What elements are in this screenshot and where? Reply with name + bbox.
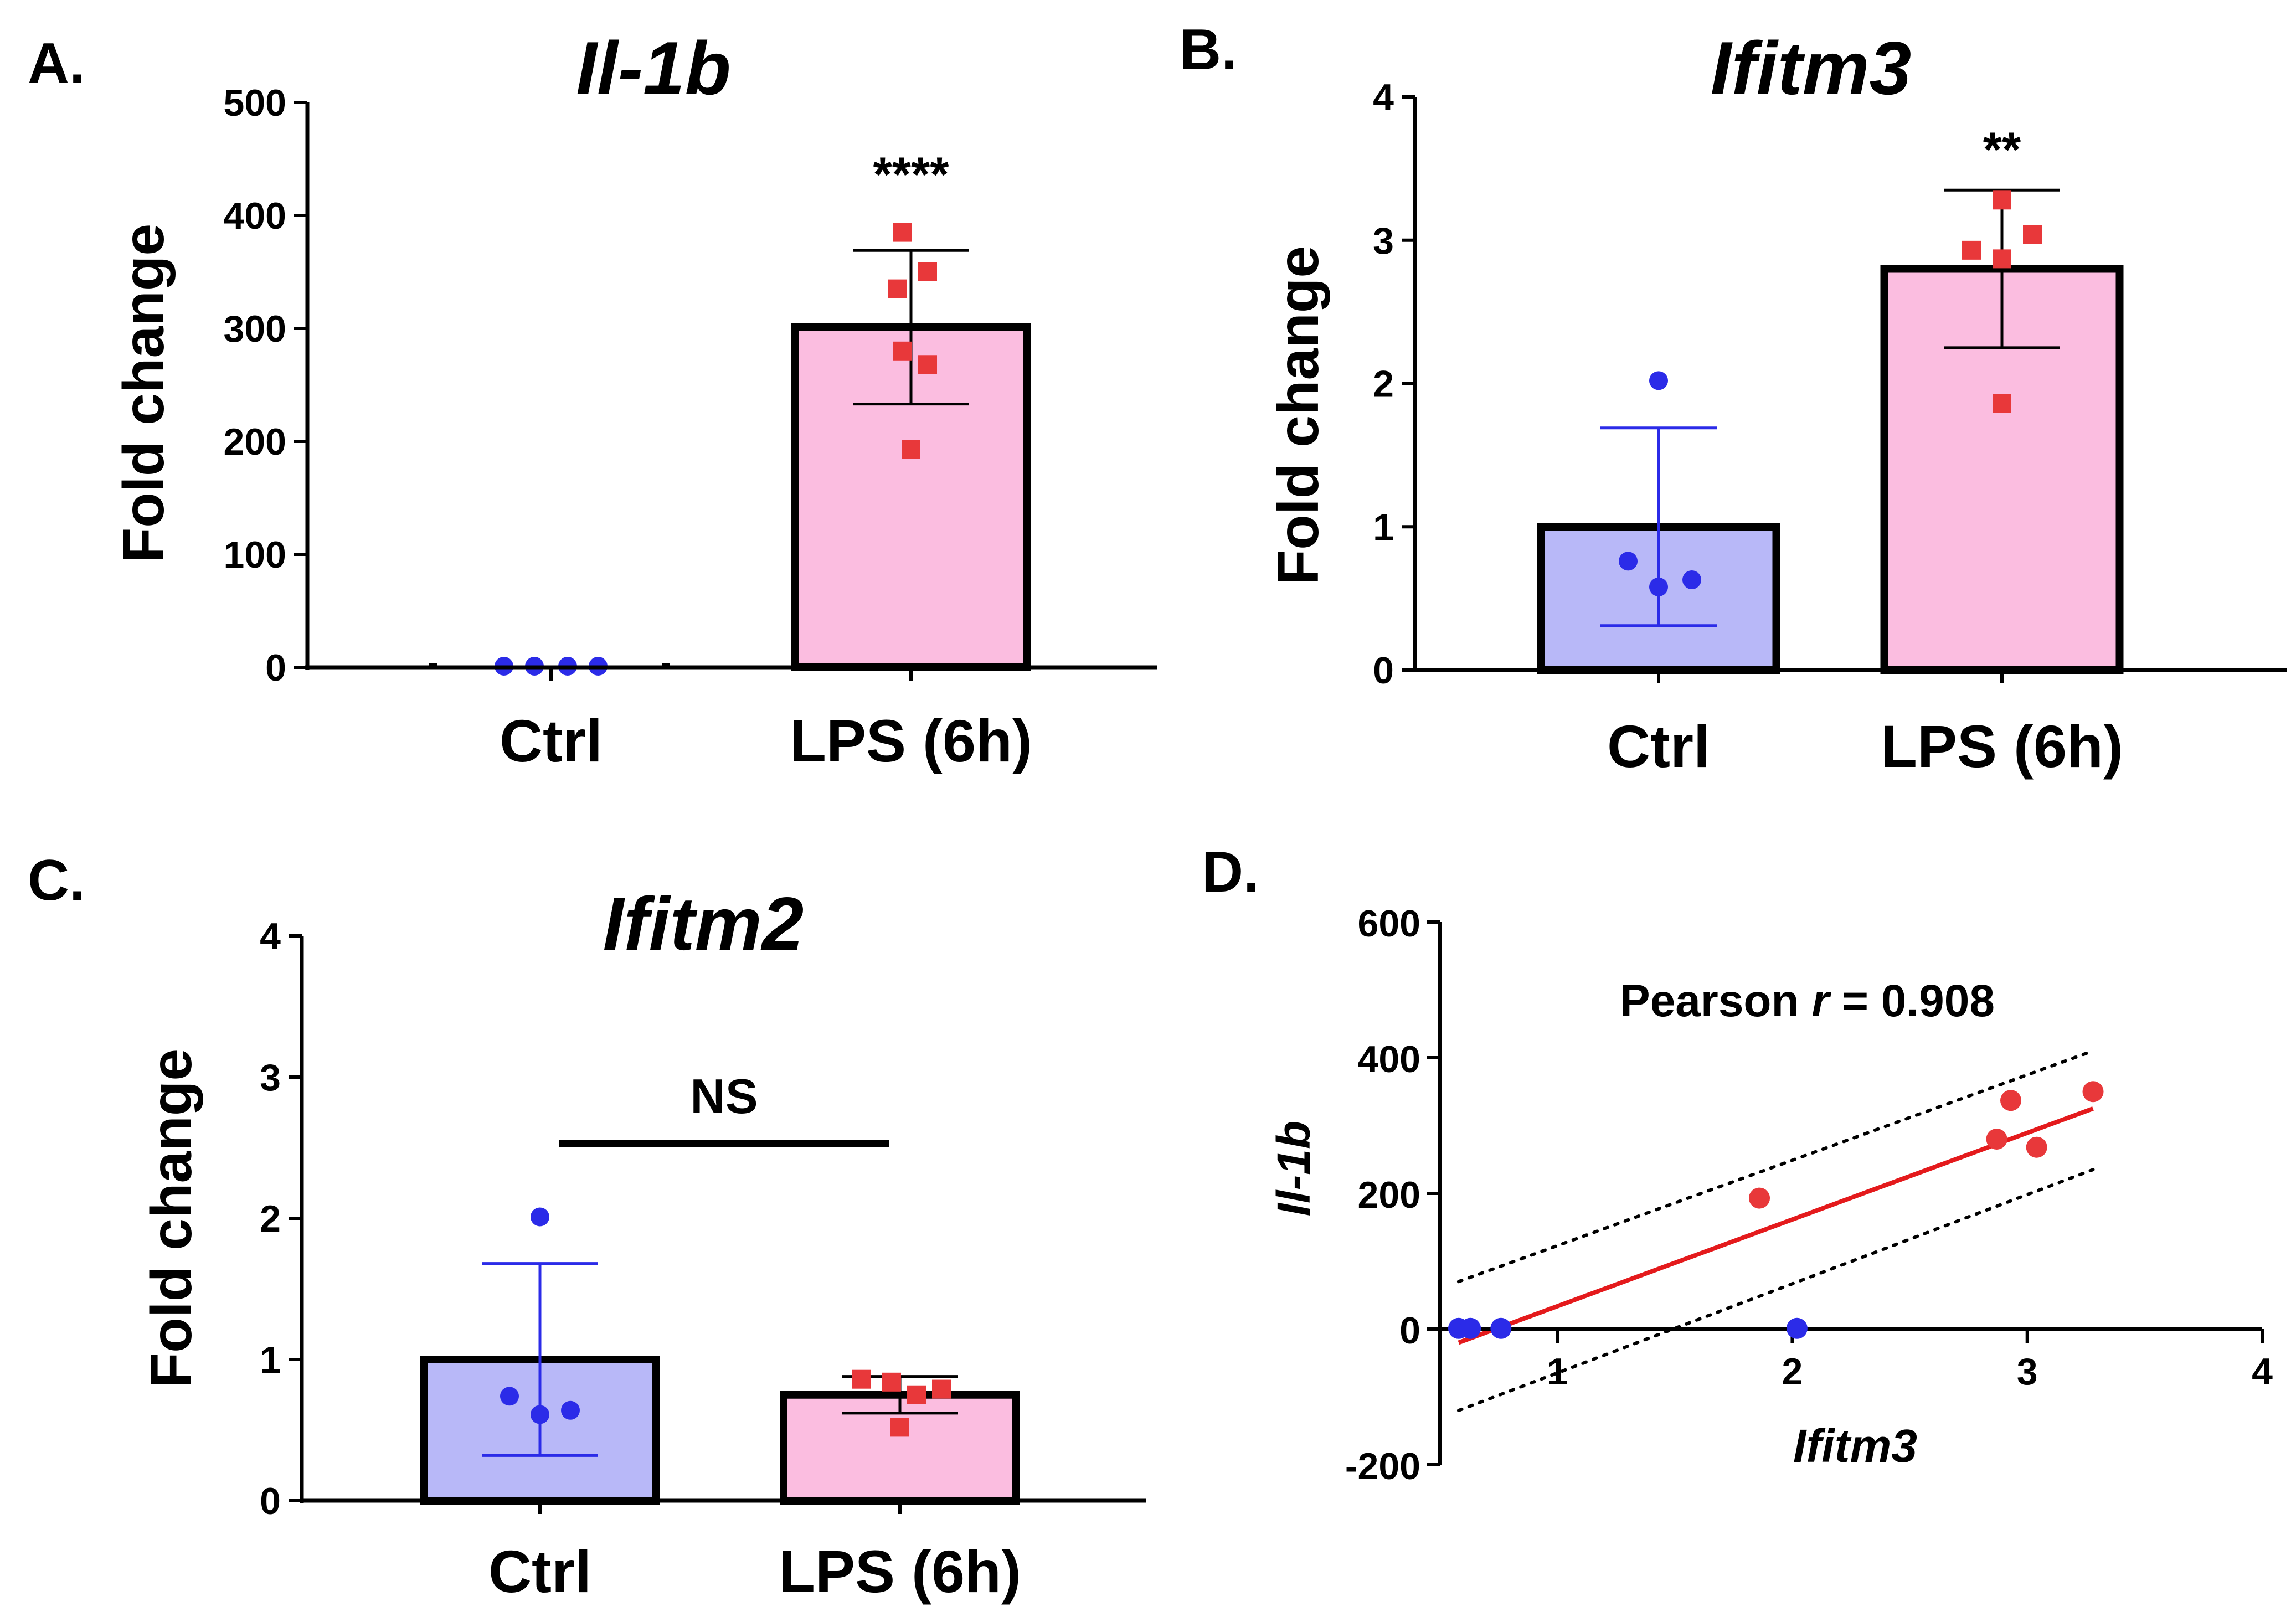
significance-label-c: NS xyxy=(690,1069,758,1124)
x-tick-label-c: LPS (6h) xyxy=(779,1538,1021,1605)
point-c-lps xyxy=(882,1372,901,1392)
x-tick-label-b: LPS (6h) xyxy=(1881,713,2123,780)
x-tick-label-d: 4 xyxy=(2252,1351,2273,1393)
y-tick-label-d: 400 xyxy=(1358,1038,1420,1080)
scatter-point-ctrl xyxy=(1490,1317,1512,1339)
y-tick-label-c: 3 xyxy=(260,1057,281,1099)
point-b-lps xyxy=(1993,249,2011,269)
scatter-point-lps xyxy=(1749,1187,1770,1209)
scatter-point-lps xyxy=(1986,1129,2007,1150)
panel-letter-c: C. xyxy=(28,848,85,913)
scatter-point-lps xyxy=(2082,1081,2104,1103)
point-b-ctrl xyxy=(1649,371,1668,390)
point-b-lps xyxy=(1993,394,2011,413)
y-tick-label-b: 1 xyxy=(1373,506,1394,548)
y-tick-label-d: 0 xyxy=(1399,1310,1420,1352)
panel-letter-b: B. xyxy=(1180,18,1237,82)
chart-title-a: Il-1b xyxy=(576,26,731,110)
pearson-annotation: Pearson r = 0.908 xyxy=(1620,976,1995,1026)
pearson-value: = 0.908 xyxy=(1829,976,1995,1026)
x-axis-label-d: Ifitm3 xyxy=(1793,1420,1917,1472)
point-c-ctrl xyxy=(531,1207,549,1227)
y-tick-label-a: 0 xyxy=(265,647,286,689)
chart-title-c: Ifitm2 xyxy=(603,882,804,966)
y-tick-label-b: 0 xyxy=(1373,650,1394,692)
point-b-lps xyxy=(1993,190,2011,210)
pearson-prefix: Pearson xyxy=(1620,976,1811,1026)
point-c-lps xyxy=(852,1369,871,1389)
pearson-r-symbol: r xyxy=(1811,976,1831,1026)
point-a-lps xyxy=(893,223,912,242)
x-tick-label-d: 2 xyxy=(1782,1351,1803,1393)
point-a-lps xyxy=(893,341,912,361)
point-b-ctrl xyxy=(1619,552,1638,571)
y-tick-label-a: 400 xyxy=(224,195,286,237)
panel-c-ifitm2-bar-chart: C. Ifitm2 Fold change 0 1 2 3 4 Ctrl LPS (6h) N… xyxy=(28,848,1146,1605)
ci-lower-line xyxy=(1456,1168,2095,1412)
y-tick-label-a: 500 xyxy=(224,82,286,124)
scatter-point-lps xyxy=(2000,1090,2022,1111)
y-tick-label-b: 4 xyxy=(1373,76,1394,119)
scatter-point-ctrl xyxy=(1460,1317,1481,1339)
y-tick-label-d: -200 xyxy=(1345,1445,1420,1487)
x-tick-label-a: Ctrl xyxy=(500,707,603,774)
point-b-lps xyxy=(2023,225,2042,244)
point-c-ctrl xyxy=(561,1400,580,1420)
panel-a-il1b-bar-chart: A. Il-1b Fold change 0 100 200 300 400 500 Ctr… xyxy=(28,26,1157,774)
point-c-lps xyxy=(907,1385,926,1404)
y-tick-label-c: 2 xyxy=(260,1198,281,1240)
y-tick-label-a: 100 xyxy=(224,534,286,576)
panel-letter-a: A. xyxy=(28,32,85,96)
panel-b-ifitm3-bar-chart: B. Ifitm3 Fold change 0 1 2 3 4 Ctrl LPS (6h) *… xyxy=(1180,18,2287,780)
x-tick-label-d: 3 xyxy=(2017,1351,2038,1393)
point-c-lps xyxy=(932,1379,951,1399)
y-tick-label-a: 200 xyxy=(224,421,286,463)
x-tick-label-b: Ctrl xyxy=(1607,713,1710,780)
ci-upper-line xyxy=(1456,1049,2095,1284)
point-c-ctrl xyxy=(531,1405,549,1424)
y-axis-label-b: Fold change xyxy=(1267,246,1331,585)
point-a-lps xyxy=(918,355,937,374)
x-tick-label-c: Ctrl xyxy=(488,1538,591,1605)
x-tick-label-d: 1 xyxy=(1547,1351,1568,1393)
y-tick-label-c: 0 xyxy=(260,1480,281,1522)
significance-label-b: ** xyxy=(1983,122,2021,177)
point-a-lps xyxy=(902,440,920,459)
y-tick-label-d: 600 xyxy=(1358,903,1420,945)
y-axis-label-c: Fold change xyxy=(140,1049,204,1388)
chart-title-b: Ifitm3 xyxy=(1711,26,1912,110)
panel-letter-d: D. xyxy=(1202,840,1259,904)
point-c-ctrl xyxy=(500,1387,519,1406)
scatter-point-lps xyxy=(2026,1136,2047,1158)
y-tick-label-c: 1 xyxy=(260,1339,281,1381)
y-axis-label-a: Fold change xyxy=(112,224,176,563)
scatter-point-ctrl xyxy=(1786,1317,1808,1339)
point-b-lps xyxy=(1962,240,1981,260)
y-axis-label-d: Il-1b xyxy=(1268,1121,1320,1217)
point-c-lps xyxy=(890,1418,909,1437)
x-tick-label-a: LPS (6h) xyxy=(790,707,1032,774)
regression-fit-line xyxy=(1458,1106,2094,1345)
significance-label-a: **** xyxy=(873,147,950,202)
y-tick-label-b: 2 xyxy=(1373,363,1394,405)
y-tick-label-c: 4 xyxy=(260,915,281,957)
point-a-lps xyxy=(918,262,937,281)
point-a-lps xyxy=(888,279,907,298)
y-tick-label-b: 3 xyxy=(1373,220,1394,262)
point-b-ctrl xyxy=(1682,570,1701,589)
y-tick-label-a: 300 xyxy=(224,308,286,350)
y-tick-label-d: 200 xyxy=(1358,1174,1420,1216)
point-b-ctrl xyxy=(1649,577,1668,596)
panel-d-correlation-scatter: D. Pearson r = 0.908 Ifitm3 Il-1b -200 0 2… xyxy=(1202,840,2273,1487)
